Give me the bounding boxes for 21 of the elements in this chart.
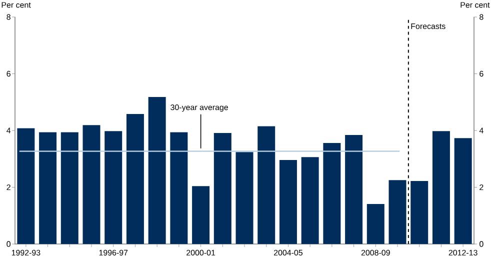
bar bbox=[17, 128, 35, 244]
bar bbox=[192, 186, 210, 244]
bar bbox=[148, 97, 166, 244]
bar bbox=[301, 157, 319, 244]
bar bbox=[39, 132, 57, 244]
bar bbox=[454, 138, 472, 244]
bar bbox=[104, 131, 122, 244]
bar bbox=[236, 152, 254, 244]
bar bbox=[323, 142, 341, 244]
bar bbox=[345, 135, 363, 244]
bar bbox=[432, 131, 450, 244]
bar bbox=[82, 125, 100, 244]
bar bbox=[388, 180, 406, 244]
bar bbox=[410, 181, 428, 244]
bar bbox=[170, 132, 188, 244]
bar bbox=[258, 126, 276, 244]
bar bbox=[366, 204, 384, 244]
bar bbox=[214, 133, 232, 244]
bar bbox=[279, 160, 297, 244]
bar bbox=[126, 114, 144, 244]
bar bbox=[60, 132, 78, 244]
